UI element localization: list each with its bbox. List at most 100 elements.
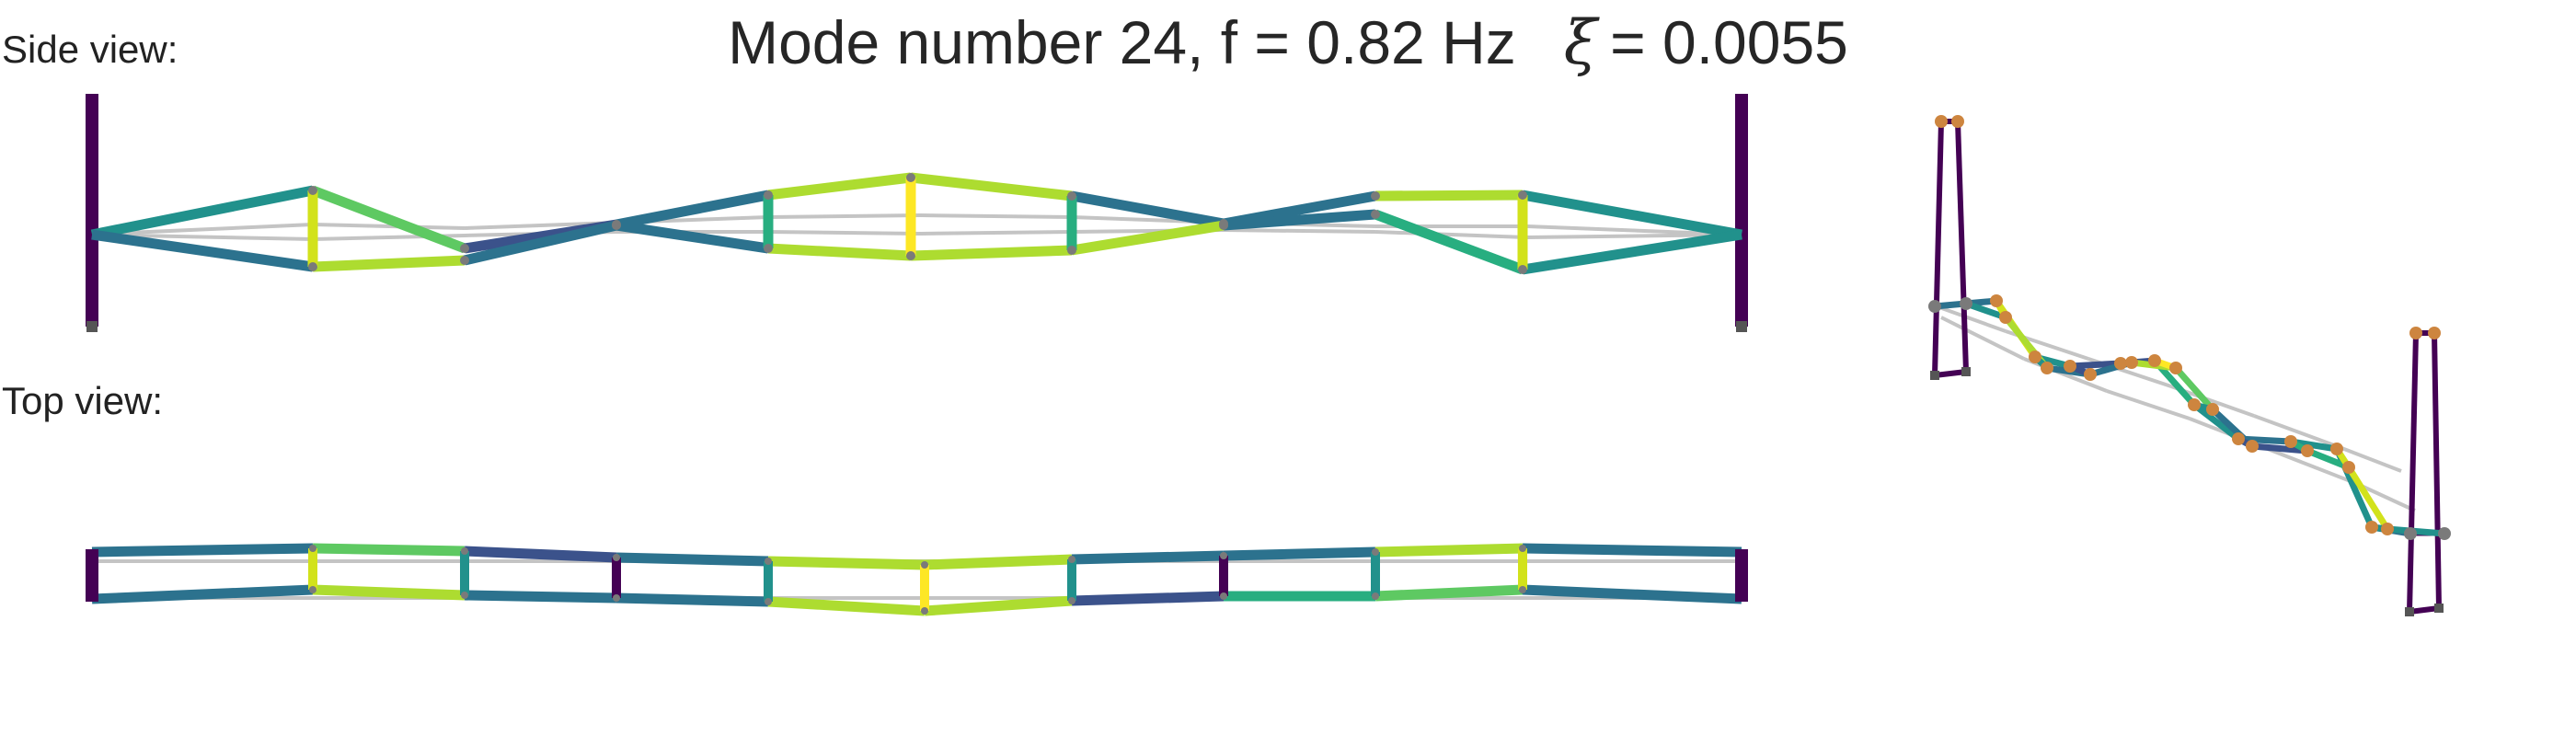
undeformed-chord [1936,305,2007,333]
deck-node [1999,311,2012,324]
north-chord-member [1071,550,1225,565]
tower-top-node [1935,115,1948,128]
deck-node [2148,354,2161,367]
node [765,598,772,605]
deck-node [2232,432,2245,445]
south-chord-member [91,584,314,604]
deck-node [2029,351,2041,363]
node [1518,190,1527,200]
undeformed-chord [1940,316,2025,361]
node [1220,592,1227,600]
south-chord-member [615,592,769,607]
node [1519,545,1526,552]
south-chord-member [464,590,617,604]
deck-node [2365,521,2378,534]
node [906,251,915,260]
node [1371,210,1380,219]
undeformed-chord [1374,230,1528,239]
undeformed-chord [312,223,466,230]
tower-left-leg [1955,121,1969,373]
bottom-chord-member [312,255,466,272]
north-chord-member [91,543,314,558]
top-chord-member [767,172,912,201]
bottom-chord-member [1522,229,1742,275]
tower-top-node [1951,115,1964,128]
node [1219,221,1228,230]
node [921,561,928,569]
damping-value: = 0.0055 [1610,8,1848,76]
support-node [2438,527,2451,540]
undeformed-chord [2023,357,2108,393]
undeformed-chord [2336,444,2402,473]
node [461,592,468,599]
north-chord-member [312,543,466,557]
bottom-chord-member [1374,209,1524,275]
title-mode-frequency: Mode number 24, f = 0.82 Hz [728,8,1516,76]
damping-symbol: ξ [1563,7,1598,78]
deck-chord-member [2251,443,2308,454]
undeformed-chord [2106,389,2191,420]
undeformed-chord [767,230,921,236]
deck-node [1990,294,2003,307]
top-chord-member [1522,190,1742,240]
node [612,221,621,230]
node [460,256,469,265]
deck-chord-member [2069,360,2122,370]
deck-chord-member [2346,466,2390,531]
node [460,244,469,253]
south-chord-member [767,596,926,616]
top-chord-member [615,190,770,230]
deck-node [2188,398,2201,411]
deck-node [2206,403,2219,416]
top-chord-member [1071,190,1225,229]
support-node [1960,297,1972,310]
deck-node [2342,461,2355,474]
support-node [2404,527,2417,540]
north-chord-member [1374,543,1524,558]
deck-node [2246,440,2259,453]
node [1372,592,1379,600]
support-node [1928,300,1941,313]
node [906,173,915,182]
top-chord-member [910,172,1073,201]
node [461,547,468,555]
deck-node [2084,368,2097,381]
deck-chord-member [2306,447,2351,471]
south-chord-member [1522,584,1742,604]
bottom-chord-member [615,220,769,254]
undeformed-chord [2253,414,2338,448]
undeformed-chord [919,230,1073,236]
figure-title: Mode number 24, f = 0.82 Hz ξ = 0.0055 [0,7,2576,78]
deck-node [2284,435,2297,448]
node [308,186,317,195]
tower-base [2434,604,2444,613]
deck-node [2169,362,2182,374]
side-view-label: Side view: [2,28,178,71]
top-chord-member [1374,190,1524,201]
node [1067,191,1076,201]
node [1067,246,1076,255]
node [1372,548,1379,556]
node [613,554,620,561]
top-view-label: Top view: [2,379,164,422]
deck-node [2381,523,2394,535]
bottom-chord-member [1071,220,1225,256]
tower-base [1961,367,1971,376]
node [613,594,620,602]
node [1371,191,1380,201]
deck-node [2041,362,2053,374]
node [1519,586,1526,593]
node [765,558,772,565]
top-chord-member [311,185,466,254]
south-chord-member [924,595,1073,616]
tower-left-base [1934,369,1967,378]
node [764,190,773,200]
tower-right-base [2409,605,2440,615]
node [764,244,773,253]
undeformed-chord [1526,233,1740,239]
deck-node [2125,356,2138,369]
south-chord-member [1374,584,1524,602]
